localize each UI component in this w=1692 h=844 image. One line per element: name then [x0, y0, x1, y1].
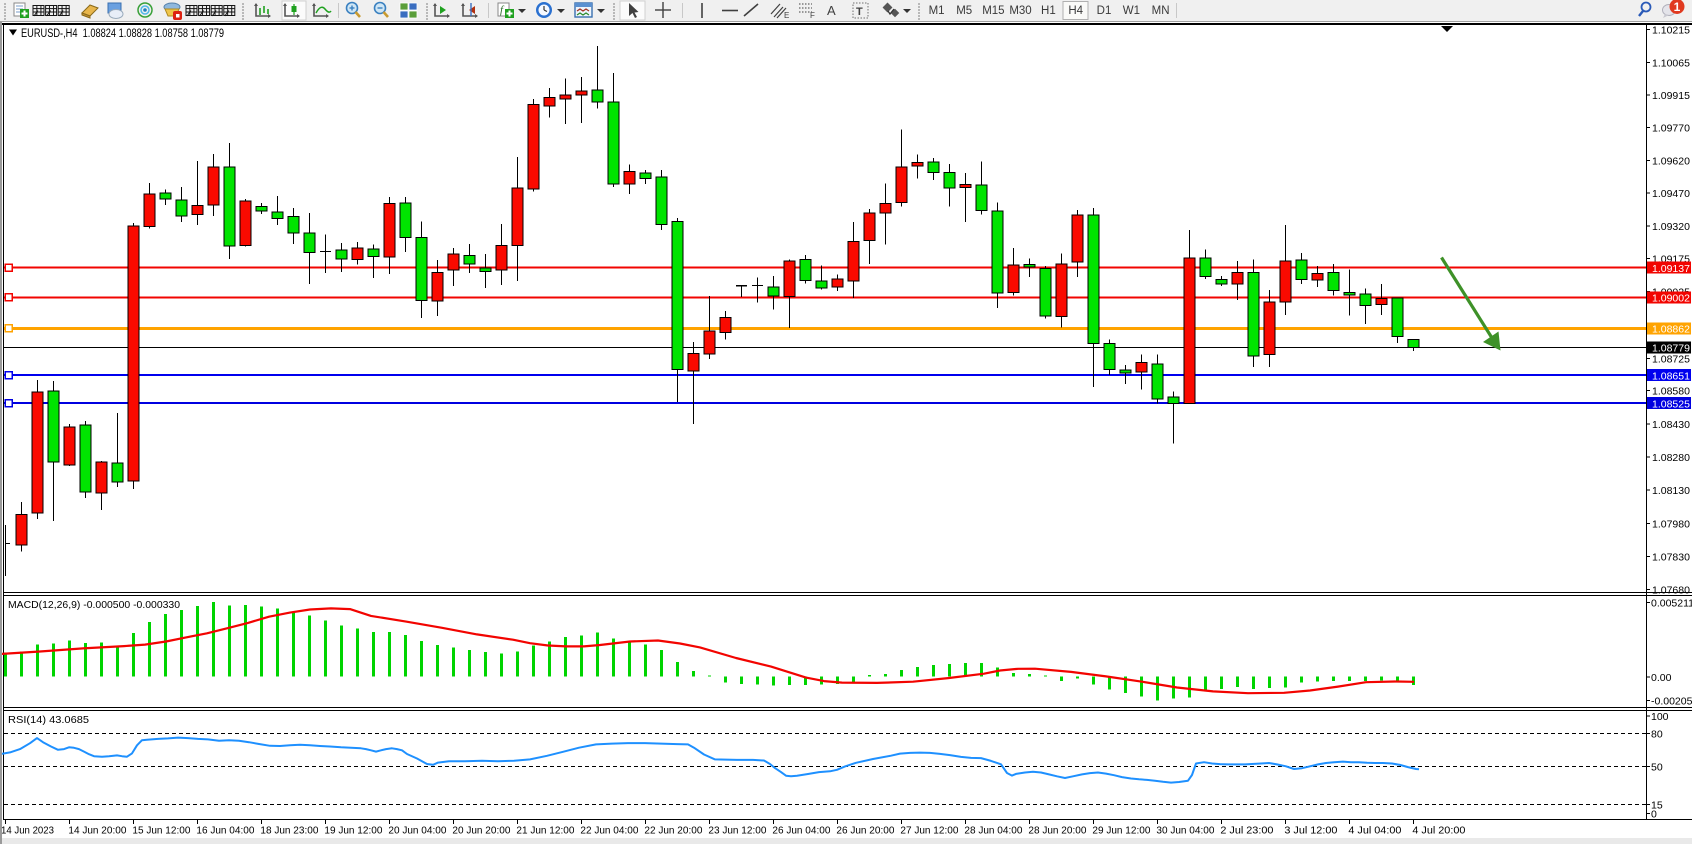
- svg-text:16 Jun 04:00: 16 Jun 04:00: [196, 825, 254, 837]
- svg-text:1.09002: 1.09002: [1652, 293, 1690, 305]
- svg-text:21 Jun 12:00: 21 Jun 12:00: [516, 825, 574, 837]
- svg-text:4 Jul 04:00: 4 Jul 04:00: [1348, 825, 1401, 837]
- svg-text:23 Jun 12:00: 23 Jun 12:00: [708, 825, 766, 837]
- svg-text:1.08525: 1.08525: [1652, 398, 1690, 410]
- svg-text:1.08862: 1.08862: [1652, 324, 1690, 336]
- svg-text:MN: MN: [1152, 5, 1170, 17]
- svg-text:14 Jun 2023: 14 Jun 2023: [1, 825, 54, 837]
- svg-text:28 Jun 20:00: 28 Jun 20:00: [1028, 825, 1086, 837]
- svg-text:1.07680: 1.07680: [1652, 585, 1690, 597]
- svg-text:EURUSD-,H4 1.08824 1.08828 1.: EURUSD-,H4 1.08824 1.08828 1.08758 1.087…: [21, 28, 224, 40]
- svg-text:M15: M15: [982, 5, 1004, 17]
- svg-text:A: A: [827, 3, 836, 18]
- svg-text:20 Jun 20:00: 20 Jun 20:00: [452, 825, 510, 837]
- svg-text:1.08280: 1.08280: [1652, 452, 1690, 464]
- svg-text:26 Jun 20:00: 26 Jun 20:00: [836, 825, 894, 837]
- svg-text:-0.00205: -0.00205: [1651, 696, 1692, 708]
- svg-text:1.08725: 1.08725: [1652, 354, 1690, 366]
- svg-text:1.10065: 1.10065: [1652, 57, 1690, 69]
- svg-text:26 Jun 04:00: 26 Jun 04:00: [772, 825, 830, 837]
- svg-text:1.08651: 1.08651: [1652, 370, 1690, 382]
- svg-text:E: E: [784, 11, 789, 20]
- svg-text:14 Jun 20:00: 14 Jun 20:00: [68, 825, 126, 837]
- svg-text:4 Jul 20:00: 4 Jul 20:00: [1412, 825, 1465, 837]
- svg-text:1: 1: [1674, 0, 1681, 14]
- svg-text:F: F: [810, 11, 815, 20]
- svg-text:15: 15: [1651, 799, 1663, 811]
- svg-text:30 Jun 04:00: 30 Jun 04:00: [1156, 825, 1214, 837]
- svg-text:1.08779: 1.08779: [1652, 343, 1690, 355]
- svg-text:T: T: [856, 6, 863, 18]
- svg-text:H1: H1: [1041, 5, 1056, 17]
- svg-text:80: 80: [1651, 729, 1663, 741]
- svg-text:RSI(14) 43.0685: RSI(14) 43.0685: [8, 714, 89, 726]
- svg-text:50: 50: [1651, 761, 1663, 773]
- svg-text:22 Jun 04:00: 22 Jun 04:00: [580, 825, 638, 837]
- svg-text:1.09137: 1.09137: [1652, 263, 1690, 275]
- svg-text:MACD(12,26,9) -0.000500 -0.000: MACD(12,26,9) -0.000500 -0.000330: [8, 599, 180, 611]
- svg-text:1.08130: 1.08130: [1652, 485, 1690, 497]
- svg-text:0: 0: [1651, 809, 1657, 821]
- svg-text:1.09620: 1.09620: [1652, 155, 1690, 167]
- svg-text:2 Jul 23:00: 2 Jul 23:00: [1220, 825, 1273, 837]
- svg-text:19 Jun 12:00: 19 Jun 12:00: [324, 825, 382, 837]
- svg-text:1.07830: 1.07830: [1652, 551, 1690, 563]
- svg-text:1.09470: 1.09470: [1652, 188, 1690, 200]
- svg-text:1.09320: 1.09320: [1652, 221, 1690, 233]
- svg-text:1.08430: 1.08430: [1652, 419, 1690, 431]
- svg-text:H4: H4: [1068, 5, 1083, 17]
- svg-text:0.005211: 0.005211: [1651, 598, 1692, 610]
- svg-text:1.10215: 1.10215: [1652, 25, 1690, 37]
- svg-text:1.09770: 1.09770: [1652, 123, 1690, 135]
- svg-text:22 Jun 20:00: 22 Jun 20:00: [644, 825, 702, 837]
- svg-text:15 Jun 12:00: 15 Jun 12:00: [132, 825, 190, 837]
- svg-text:18 Jun 23:00: 18 Jun 23:00: [260, 825, 318, 837]
- svg-text:M30: M30: [1009, 5, 1031, 17]
- svg-text:W1: W1: [1123, 5, 1140, 17]
- svg-text:1.07980: 1.07980: [1652, 518, 1690, 530]
- svg-text:D1: D1: [1097, 5, 1112, 17]
- svg-text:3 Jul 12:00: 3 Jul 12:00: [1284, 825, 1337, 837]
- svg-text:20 Jun 04:00: 20 Jun 04:00: [388, 825, 446, 837]
- svg-text:0.00: 0.00: [1651, 672, 1672, 684]
- svg-text:1.08580: 1.08580: [1652, 386, 1690, 398]
- svg-text:1.09915: 1.09915: [1652, 90, 1690, 102]
- svg-text:M5: M5: [956, 5, 972, 17]
- svg-text:f: f: [500, 4, 505, 16]
- svg-text:29 Jun 12:00: 29 Jun 12:00: [1092, 825, 1150, 837]
- svg-text:M1: M1: [929, 5, 945, 17]
- svg-text:27 Jun 12:00: 27 Jun 12:00: [900, 825, 958, 837]
- svg-text:100: 100: [1651, 711, 1669, 723]
- svg-text:28 Jun 04:00: 28 Jun 04:00: [964, 825, 1022, 837]
